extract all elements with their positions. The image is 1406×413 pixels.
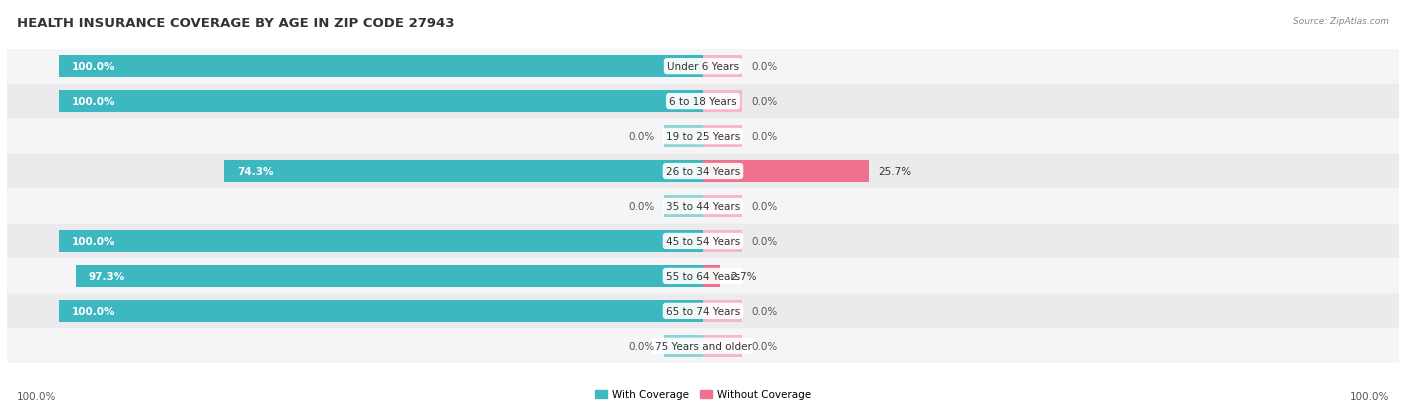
Text: 55 to 64 Years: 55 to 64 Years [666, 271, 740, 281]
Text: 0.0%: 0.0% [628, 202, 655, 211]
FancyBboxPatch shape [7, 224, 1399, 259]
FancyBboxPatch shape [7, 294, 1399, 329]
Legend: With Coverage, Without Coverage: With Coverage, Without Coverage [591, 385, 815, 404]
Text: 100.0%: 100.0% [72, 306, 115, 316]
Text: 0.0%: 0.0% [751, 341, 778, 351]
FancyBboxPatch shape [7, 329, 1399, 363]
Text: 0.0%: 0.0% [751, 236, 778, 247]
Bar [703, 56, 742, 78]
Text: 45 to 54 Years: 45 to 54 Years [666, 236, 740, 247]
Bar [703, 335, 742, 357]
Text: 0.0%: 0.0% [751, 202, 778, 211]
Text: 100.0%: 100.0% [1350, 392, 1389, 401]
Bar [59, 300, 703, 322]
Text: 25.7%: 25.7% [879, 166, 911, 177]
Text: 0.0%: 0.0% [628, 132, 655, 142]
Text: 0.0%: 0.0% [751, 132, 778, 142]
Text: Under 6 Years: Under 6 Years [666, 62, 740, 72]
FancyBboxPatch shape [7, 84, 1399, 119]
FancyBboxPatch shape [7, 154, 1399, 189]
Bar [59, 91, 703, 113]
Text: Source: ZipAtlas.com: Source: ZipAtlas.com [1294, 17, 1389, 26]
Bar [665, 335, 703, 357]
Bar [703, 196, 742, 217]
Bar [76, 266, 703, 287]
Bar [703, 230, 742, 252]
Text: 26 to 34 Years: 26 to 34 Years [666, 166, 740, 177]
Bar [59, 56, 703, 78]
FancyBboxPatch shape [7, 119, 1399, 154]
Bar [703, 266, 720, 287]
Bar [703, 300, 742, 322]
Text: 35 to 44 Years: 35 to 44 Years [666, 202, 740, 211]
FancyBboxPatch shape [7, 259, 1399, 294]
Text: 97.3%: 97.3% [89, 271, 125, 281]
Bar [703, 91, 742, 113]
Bar [665, 126, 703, 147]
FancyBboxPatch shape [7, 50, 1399, 84]
Text: 0.0%: 0.0% [751, 306, 778, 316]
Text: 2.7%: 2.7% [730, 271, 756, 281]
Bar [224, 161, 703, 183]
Text: 65 to 74 Years: 65 to 74 Years [666, 306, 740, 316]
Text: 100.0%: 100.0% [72, 62, 115, 72]
Bar [665, 196, 703, 217]
Text: 0.0%: 0.0% [751, 97, 778, 107]
Text: 100.0%: 100.0% [17, 392, 56, 401]
FancyBboxPatch shape [7, 189, 1399, 224]
Text: HEALTH INSURANCE COVERAGE BY AGE IN ZIP CODE 27943: HEALTH INSURANCE COVERAGE BY AGE IN ZIP … [17, 17, 454, 29]
Text: 19 to 25 Years: 19 to 25 Years [666, 132, 740, 142]
Text: 100.0%: 100.0% [72, 97, 115, 107]
Text: 100.0%: 100.0% [72, 236, 115, 247]
Bar [703, 161, 869, 183]
Text: 0.0%: 0.0% [628, 341, 655, 351]
Text: 74.3%: 74.3% [238, 166, 274, 177]
Bar [703, 126, 742, 147]
Text: 6 to 18 Years: 6 to 18 Years [669, 97, 737, 107]
Text: 75 Years and older: 75 Years and older [655, 341, 751, 351]
Bar [59, 230, 703, 252]
Text: 0.0%: 0.0% [751, 62, 778, 72]
